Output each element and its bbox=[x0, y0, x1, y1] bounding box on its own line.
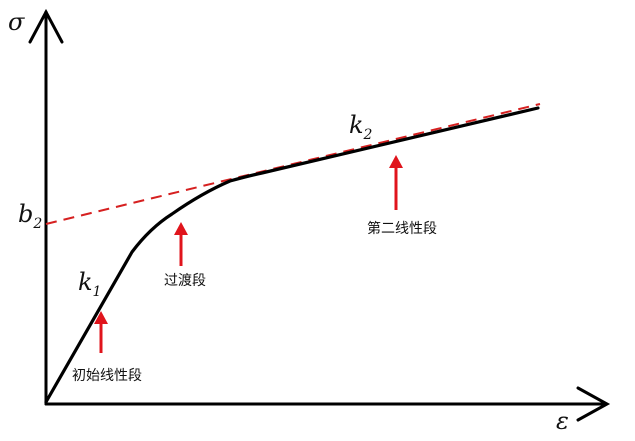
y-axis-arrowhead bbox=[28, 8, 64, 44]
b2-base: b bbox=[18, 200, 33, 228]
annotation-arrows bbox=[94, 155, 403, 353]
k2-slope-label: k2 bbox=[349, 111, 373, 143]
arrow-transition bbox=[174, 222, 188, 266]
second-linear-stage-label: 第二线性段 bbox=[367, 220, 437, 237]
stress-strain-curve bbox=[44, 106, 540, 404]
x-axis-arrowhead bbox=[576, 386, 611, 422]
b2-intercept-label: b2 bbox=[18, 200, 42, 232]
arrow-initial-linear bbox=[94, 311, 108, 353]
k1-base: k bbox=[78, 268, 93, 296]
y-axis-label: σ bbox=[8, 8, 25, 36]
k2-subscript: 2 bbox=[363, 127, 373, 143]
initial-linear-stage-label: 初始线性段 bbox=[72, 367, 142, 384]
k1-slope-label: k1 bbox=[78, 268, 101, 300]
k1-subscript: 1 bbox=[93, 284, 102, 300]
k2-base: k bbox=[349, 111, 364, 139]
transition-stage-label: 过渡段 bbox=[164, 273, 206, 289]
arrow-second-linear bbox=[389, 155, 403, 210]
b2-subscript: 2 bbox=[32, 216, 42, 232]
tangent-dashed-line bbox=[45, 103, 541, 225]
axes bbox=[28, 8, 611, 422]
x-axis-label: ε bbox=[556, 407, 569, 435]
